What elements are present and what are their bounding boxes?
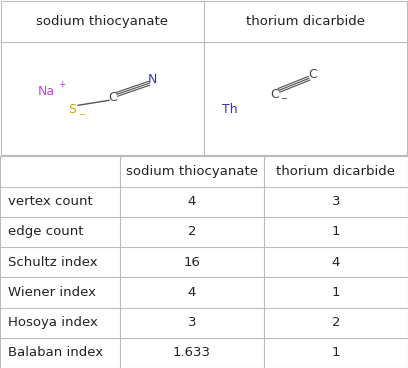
Text: Wiener index: Wiener index	[8, 286, 96, 299]
Text: N: N	[148, 73, 157, 86]
Text: 4: 4	[188, 195, 196, 208]
Text: thorium dicarbide: thorium dicarbide	[246, 15, 366, 28]
Text: −: −	[78, 110, 85, 119]
Text: +: +	[58, 80, 66, 89]
Text: C: C	[108, 91, 117, 104]
Text: vertex count: vertex count	[8, 195, 93, 208]
Text: −: −	[280, 94, 287, 103]
Text: C: C	[308, 68, 317, 81]
Text: 1: 1	[332, 286, 340, 299]
Text: sodium thiocyanate: sodium thiocyanate	[126, 165, 258, 178]
Text: Na: Na	[38, 85, 55, 98]
Text: 4: 4	[188, 286, 196, 299]
Text: 3: 3	[332, 195, 340, 208]
Text: 2: 2	[332, 316, 340, 329]
Text: 1.633: 1.633	[173, 346, 211, 360]
Text: edge count: edge count	[8, 226, 84, 238]
Text: 16: 16	[184, 256, 200, 269]
Text: sodium thiocyanate: sodium thiocyanate	[36, 15, 168, 28]
Text: Schultz index: Schultz index	[8, 256, 98, 269]
Text: 2: 2	[188, 226, 196, 238]
Text: Th: Th	[222, 103, 237, 116]
Text: Hosoya index: Hosoya index	[8, 316, 98, 329]
Text: 4: 4	[332, 256, 340, 269]
Text: 1: 1	[332, 226, 340, 238]
Text: S: S	[68, 103, 76, 116]
Text: 1: 1	[332, 346, 340, 360]
Text: thorium dicarbide: thorium dicarbide	[277, 165, 395, 178]
Text: C: C	[270, 88, 279, 101]
Text: 3: 3	[188, 316, 196, 329]
Text: Balaban index: Balaban index	[8, 346, 103, 360]
